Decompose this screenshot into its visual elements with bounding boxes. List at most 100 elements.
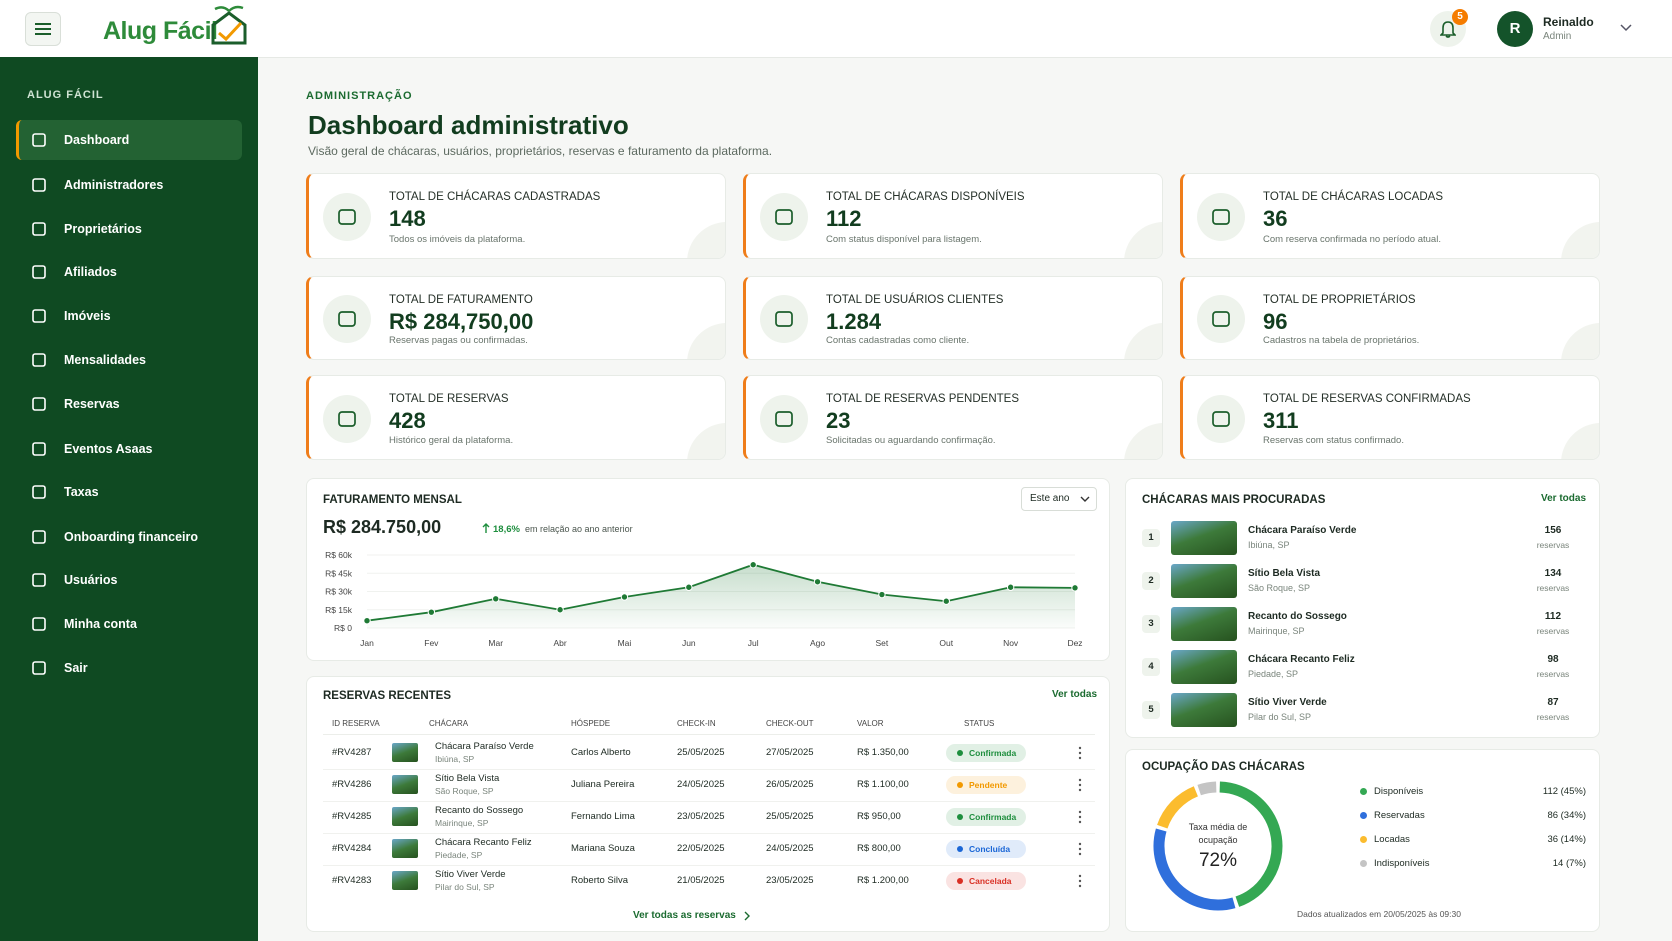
sidebar-item[interactable]: Onboarding financeiro: [16, 517, 242, 557]
dot: [1078, 783, 1082, 787]
user-name: Reinaldo: [1543, 15, 1594, 29]
period-filter-label: Este ano: [1030, 493, 1070, 504]
notifications-button[interactable]: 5: [1430, 9, 1468, 47]
status-label: Confirmada: [969, 812, 1017, 822]
stat-card: TOTAL DE CHÁCARAS DISPONÍVEIS 112 Com stat…: [743, 173, 1163, 259]
sidebar-item[interactable]: Minha conta: [16, 604, 242, 644]
cell-guest: Mariana Souza: [571, 843, 635, 854]
dot: [1078, 874, 1082, 878]
y-tick-label: R$ 30k: [325, 587, 353, 597]
reservation-unit: reservas: [1536, 669, 1570, 679]
sidebar-item[interactable]: Administradores: [16, 165, 242, 205]
sidebar-item[interactable]: Dashboard: [16, 120, 242, 160]
stat-value: 428: [389, 408, 426, 433]
revenue-point: [1006, 583, 1015, 591]
reservation-count: 134: [1544, 568, 1562, 579]
donut-segment: [1219, 781, 1283, 907]
stat-note: Todos os imóveis da plataforma.: [389, 234, 526, 245]
sidebar-item[interactable]: Reservas: [16, 384, 242, 424]
stat-label: TOTAL DE CHÁCARAS CADASTRADAS: [389, 191, 601, 203]
stat-note: Com status disponível para listagem.: [826, 234, 982, 245]
sidebar-item[interactable]: Eventos Asaas: [16, 429, 242, 469]
dot: [1078, 751, 1082, 755]
row-rule: [323, 769, 1095, 770]
dot: [1078, 788, 1082, 792]
stat-value: 36: [1263, 206, 1288, 231]
revenue-point: [813, 578, 822, 586]
stat-note: Com reserva confirmada no período atual.: [1263, 234, 1441, 245]
property-location: Mairinque, SP: [1248, 626, 1305, 636]
card-decoration: [1124, 323, 1162, 359]
column-header: ID RESERVA: [332, 719, 380, 728]
sidebar-item[interactable]: Taxas: [16, 472, 242, 512]
sidebar-icon: [32, 265, 46, 279]
sidebar-icon: [32, 573, 46, 587]
row-thumbnail: [392, 839, 418, 858]
dot: [1078, 847, 1082, 851]
sidebar-item[interactable]: Afiliados: [16, 252, 242, 292]
row-actions: [1078, 810, 1082, 824]
dot: [1078, 820, 1082, 824]
period-filter[interactable]: Este ano: [1021, 487, 1097, 511]
menu-icon: [35, 23, 51, 35]
stat-value: 311: [1263, 408, 1299, 433]
cell-id: #RV4285: [332, 811, 372, 822]
stat-icon: [760, 295, 808, 343]
cell-id: #RV4287: [332, 747, 372, 758]
stat-value: 23: [826, 408, 851, 433]
row-rule: [323, 801, 1095, 802]
sidebar-item[interactable]: Imóveis: [16, 296, 242, 336]
bookings-footer-link[interactable]: Ver todas as reservas: [633, 910, 736, 921]
sidebar-icon: [32, 485, 46, 499]
dot: [1078, 815, 1082, 819]
dot: [1078, 756, 1082, 760]
chevron: [1080, 496, 1090, 502]
stat-icon: [1197, 295, 1245, 343]
reservation-unit: reservas: [1536, 712, 1570, 722]
occupancy-card: OCUPAÇÃO DAS CHÁCARAS Taxa média de ocupa…: [1125, 749, 1600, 932]
sidebar-item[interactable]: Usuários: [16, 560, 242, 600]
legend-dot: [1360, 788, 1367, 795]
cell-check-in: 24/05/2025: [677, 779, 725, 790]
page-title: Dashboard administrativo: [308, 110, 629, 140]
revenue-card: FATURAMENTO MENSAL Este ano R$ 284.750,00 1…: [306, 478, 1110, 661]
sidebar-item[interactable]: Mensalidades: [16, 340, 242, 380]
stat-icon: [760, 193, 808, 241]
sidebar-icon: [32, 617, 46, 631]
sidebar-item[interactable]: Sair: [16, 648, 242, 688]
popular-see-all[interactable]: Ver todas: [1541, 493, 1587, 504]
stat-label: TOTAL DE CHÁCARAS LOCADAS: [1263, 191, 1443, 203]
cell-location: São Roque, SP: [435, 786, 494, 796]
user-avatar[interactable]: R: [1497, 11, 1533, 47]
icon-shape: [32, 133, 46, 147]
card-decoration: [687, 423, 725, 459]
stat-card: TOTAL DE RESERVAS 428 Histórico geral da p…: [306, 375, 726, 460]
sidebar-section-label: ALUG FÁCIL: [27, 89, 104, 101]
status-dot: [957, 782, 963, 788]
glyph: [1212, 311, 1230, 327]
filter-chevron: [1080, 496, 1090, 502]
revenue-area: [367, 564, 1075, 628]
cell-value: R$ 1.200,00: [857, 875, 909, 886]
brand-logo: Alug Fácil: [103, 17, 218, 45]
property-name: Chácara Paraíso Verde: [1248, 525, 1357, 536]
bookings-see-all[interactable]: Ver todas: [1052, 689, 1098, 700]
legend-label: Indisponíveis: [1374, 858, 1430, 869]
cell-property: Sítio Bela Vista: [435, 773, 500, 784]
stat-label: TOTAL DE RESERVAS CONFIRMADAS: [1263, 393, 1471, 405]
center-value: 72%: [1198, 850, 1238, 871]
status-label: Pendente: [969, 780, 1008, 790]
x-tick-label: Ago: [810, 638, 825, 648]
sidebar-icon: [32, 353, 46, 367]
legend-value: 86 (34%): [1547, 810, 1586, 821]
sidebar-label: Minha conta: [64, 617, 137, 631]
sidebar-label: Mensalidades: [64, 353, 146, 367]
cell-guest: Juliana Pereira: [571, 779, 635, 790]
sidebar-item[interactable]: Proprietários: [16, 209, 242, 249]
property-location: São Roque, SP: [1248, 583, 1311, 593]
sidebar-label: Reservas: [64, 397, 120, 411]
cell-property: Chácara Recanto Feliz: [435, 837, 532, 848]
donut-segment: [1153, 828, 1236, 911]
icon-shape: [32, 573, 46, 587]
menu-button[interactable]: [25, 12, 61, 46]
